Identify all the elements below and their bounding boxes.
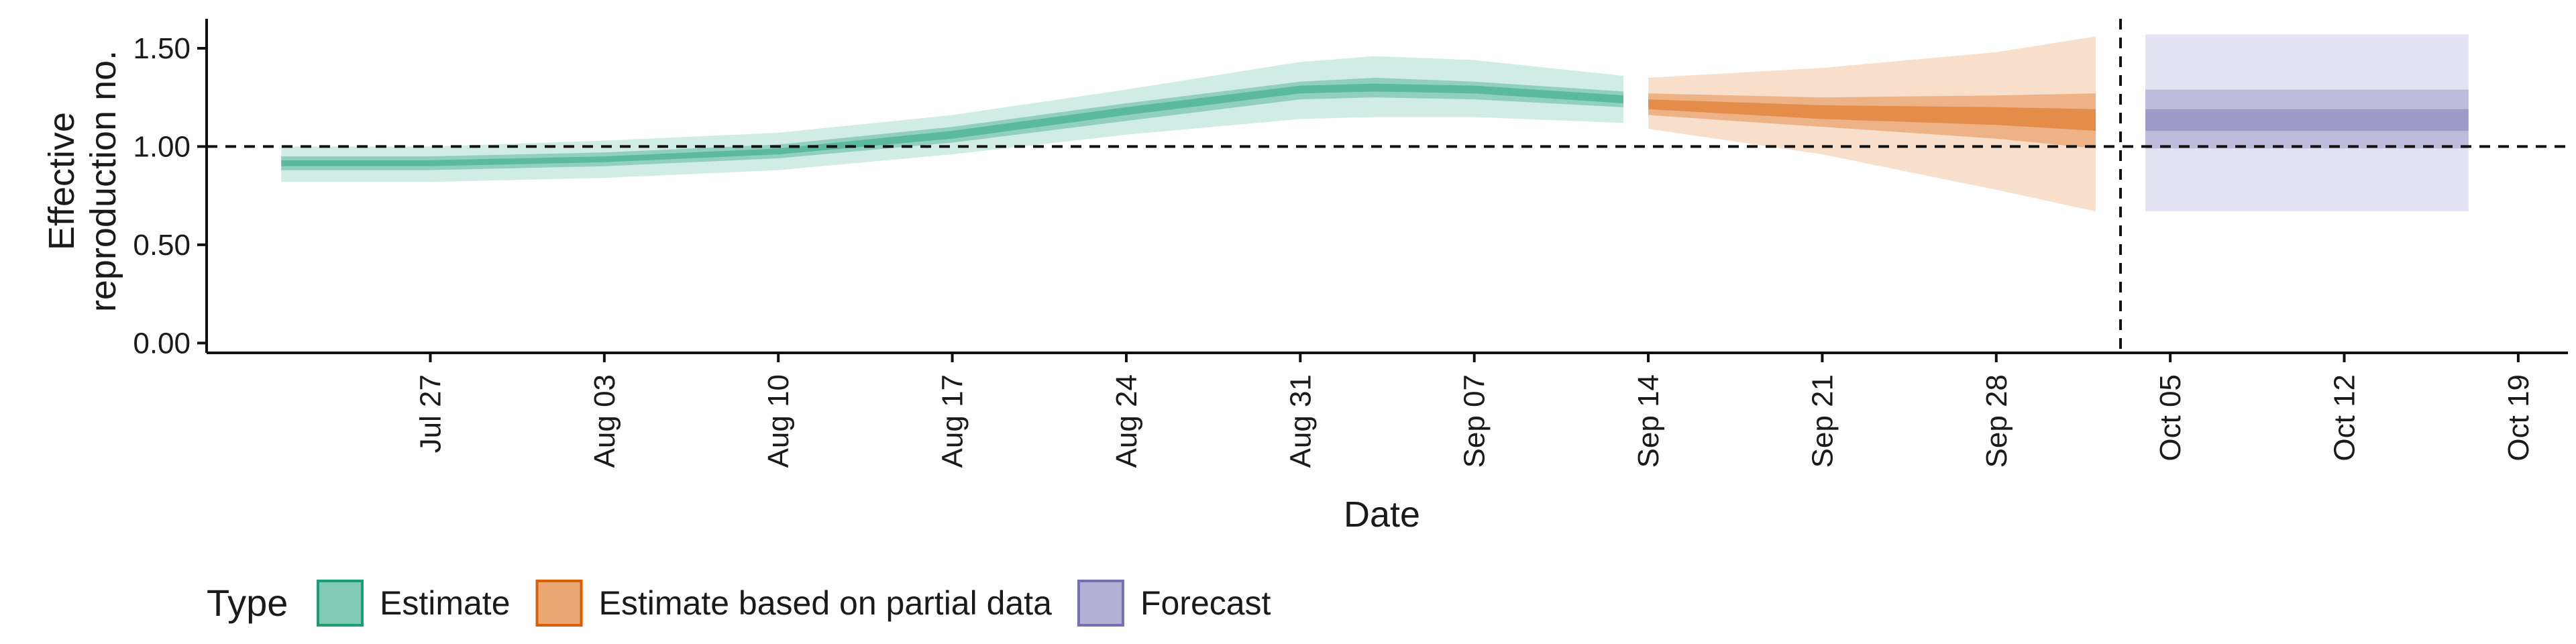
y-axis-title-line-1: Effective	[42, 112, 82, 250]
band-forecast-90	[2145, 34, 2469, 212]
x-tick-label: Sep 28	[1980, 374, 2013, 468]
x-tick-label: Aug 24	[1110, 374, 1143, 468]
legend-swatch-estimate-based-on-partial-data	[535, 580, 583, 627]
band-estimate-50	[281, 77, 1624, 170]
x-axis-title: Date	[1344, 494, 1420, 535]
x-tick-label: Oct 12	[2328, 374, 2361, 462]
y-tick-label: 1.00	[133, 130, 191, 163]
x-tick-label: Sep 14	[1632, 374, 1665, 468]
band-estimate-based-on-partial-data-20	[1648, 99, 2096, 131]
legend-title: Type	[207, 582, 288, 624]
x-tick-label: Aug 17	[936, 374, 969, 468]
x-tick-label: Oct 05	[2154, 374, 2187, 462]
x-tick-label: Jul 27	[415, 374, 447, 453]
band-forecast-20	[2145, 109, 2469, 131]
band-estimate-based-on-partial-data-50	[1648, 93, 2096, 149]
x-axis-ticks: Jul 27 Aug 03 Aug 10 Aug 17 Aug 24 Aug 31 Sep …	[415, 353, 2535, 468]
legend-swatch-estimate	[317, 580, 364, 627]
y-tick-label: 1.50	[133, 32, 191, 65]
axes	[205, 19, 2568, 354]
y-axis-title-line-2: reproduction no.	[83, 50, 123, 312]
y-axis-title: Effective reproduction no.	[42, 50, 123, 312]
y-axis-ticks: 0.00 0.50 1.00 1.50	[133, 32, 207, 360]
x-tick-label: Aug 31	[1284, 374, 1317, 468]
x-tick-label: Aug 03	[588, 374, 621, 468]
legend: Type Estimate Estimate based on partial d…	[207, 580, 1271, 627]
y-tick-label: 0.00	[133, 327, 191, 360]
x-tick-label: Sep 21	[1806, 374, 1839, 468]
band-estimate-based-on-partial-data-90	[1648, 36, 2096, 212]
legend-label-estimate-based-on-partial-data: Estimate based on partial data	[599, 584, 1053, 622]
x-tick-label: Sep 07	[1458, 374, 1491, 468]
band-estimate-20	[281, 83, 1624, 166]
x-tick-label: Aug 10	[762, 374, 795, 468]
legend-label-estimate: Estimate	[380, 584, 511, 622]
y-tick-label: 0.50	[133, 229, 191, 262]
credible-interval-bands	[281, 34, 2469, 212]
band-forecast-50	[2145, 89, 2469, 149]
x-tick-label: Oct 19	[2502, 374, 2535, 462]
legend-label-forecast: Forecast	[1140, 584, 1271, 622]
legend-swatch-forecast	[1077, 580, 1124, 627]
band-estimate-90	[281, 56, 1624, 182]
